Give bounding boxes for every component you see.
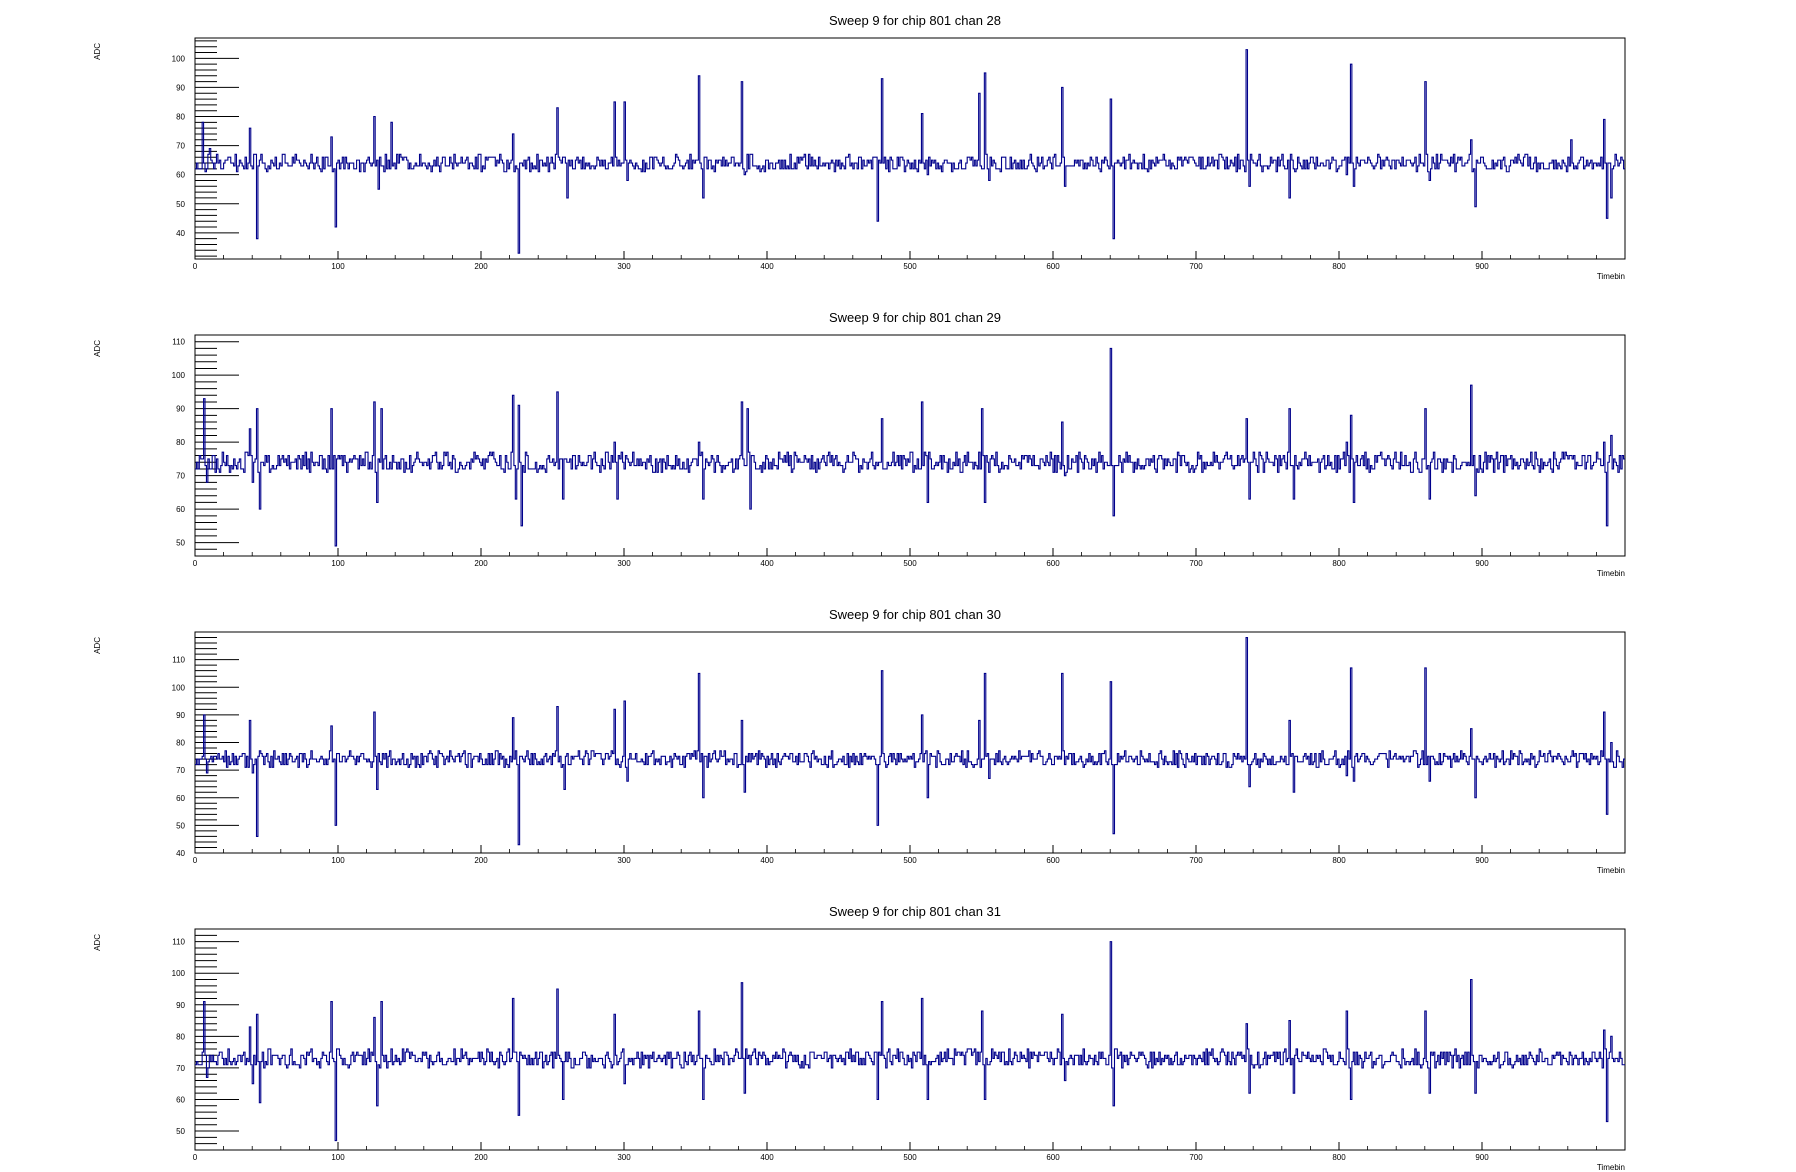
x-tick-label: 0	[193, 1153, 198, 1162]
y-tick-label: 50	[176, 539, 185, 548]
y-axis-label: ADC	[93, 637, 102, 654]
x-tick-label: 0	[193, 559, 198, 568]
y-tick-label: 110	[172, 938, 185, 947]
x-tick-label: 100	[331, 262, 345, 271]
x-tick-label: 300	[617, 262, 631, 271]
y-tick-label: 70	[176, 1064, 185, 1073]
x-tick-label: 600	[1046, 559, 1060, 568]
plot-frame	[194, 334, 1626, 557]
x-tick-label: 200	[474, 1153, 488, 1162]
x-tick-label: 400	[760, 1153, 774, 1162]
y-tick-label: 80	[176, 739, 185, 748]
x-tick-label: 800	[1332, 262, 1346, 271]
chart-title: Sweep 9 for chip 801 chan 28	[829, 13, 1001, 28]
y-tick-label: 50	[176, 1127, 185, 1136]
plot-frame	[194, 631, 1626, 854]
chart-panel-3: Sweep 9 for chip 801 chan 31 ADC Timebin 0 1…	[93, 904, 1626, 1172]
x-tick-label: 100	[331, 856, 345, 865]
x-tick-label: 200	[474, 856, 488, 865]
plot-frame	[194, 37, 1626, 260]
x-tick-label: 700	[1189, 262, 1203, 271]
x-axis-label: Timebin	[1597, 1163, 1625, 1172]
y-tick-label: 60	[176, 794, 185, 803]
y-tick-label: 110	[172, 656, 185, 665]
x-tick-label: 400	[760, 559, 774, 568]
y-tick-label: 100	[172, 683, 186, 692]
series-line	[195, 49, 1625, 254]
chart-panel-2: Sweep 9 for chip 801 chan 30 ADC Timebin 0 1…	[93, 607, 1626, 875]
x-axis-label: Timebin	[1597, 272, 1625, 281]
x-tick-label: 900	[1475, 856, 1489, 865]
x-tick-label: 200	[474, 262, 488, 271]
x-tick-label: 0	[193, 856, 198, 865]
x-tick-label: 300	[617, 856, 631, 865]
y-tick-label: 100	[172, 54, 186, 63]
y-tick-label: 90	[176, 1001, 185, 1010]
y-tick-label: 100	[172, 371, 186, 380]
x-tick-label: 100	[331, 1153, 345, 1162]
x-tick-label: 700	[1189, 856, 1203, 865]
y-tick-label: 70	[176, 472, 185, 481]
x-tick-label: 600	[1046, 262, 1060, 271]
plot-frame	[194, 928, 1626, 1151]
x-tick-label: 800	[1332, 1153, 1346, 1162]
series-line	[195, 347, 1625, 547]
y-tick-label: 80	[176, 113, 185, 122]
x-tick-label: 500	[903, 559, 917, 568]
y-axis-label: ADC	[93, 340, 102, 357]
x-tick-label: 400	[760, 856, 774, 865]
x-tick-label: 500	[903, 262, 917, 271]
x-axis-label: Timebin	[1597, 866, 1625, 875]
x-tick-label: 900	[1475, 1153, 1489, 1162]
x-tick-label: 300	[617, 559, 631, 568]
x-tick-label: 600	[1046, 856, 1060, 865]
chart-panel-1: Sweep 9 for chip 801 chan 29 ADC Timebin 0 1…	[93, 310, 1626, 578]
y-tick-label: 40	[176, 849, 185, 858]
y-tick-label: 70	[176, 766, 185, 775]
y-tick-label: 80	[176, 438, 185, 447]
y-axis-label: ADC	[93, 43, 102, 60]
x-tick-label: 400	[760, 262, 774, 271]
y-tick-label: 40	[176, 229, 185, 238]
chart-title: Sweep 9 for chip 801 chan 31	[829, 904, 1001, 919]
chart-title: Sweep 9 for chip 801 chan 30	[829, 607, 1001, 622]
chart-title: Sweep 9 for chip 801 chan 29	[829, 310, 1001, 325]
x-tick-label: 300	[617, 1153, 631, 1162]
y-tick-label: 90	[176, 83, 185, 92]
y-tick-label: 50	[176, 821, 185, 830]
series-line	[195, 636, 1625, 846]
y-tick-label: 90	[176, 405, 185, 414]
x-tick-label: 100	[331, 559, 345, 568]
y-tick-label: 110	[172, 338, 185, 347]
x-axis-label: Timebin	[1597, 569, 1625, 578]
x-tick-label: 200	[474, 559, 488, 568]
y-tick-label: 90	[176, 711, 185, 720]
x-tick-label: 500	[903, 856, 917, 865]
x-tick-label: 600	[1046, 1153, 1060, 1162]
x-tick-label: 800	[1332, 559, 1346, 568]
y-tick-label: 100	[172, 969, 186, 978]
y-tick-label: 60	[176, 171, 185, 180]
x-tick-label: 900	[1475, 262, 1489, 271]
x-tick-label: 800	[1332, 856, 1346, 865]
series-line	[195, 941, 1625, 1142]
x-tick-label: 700	[1189, 1153, 1203, 1162]
chart-panel-0: Sweep 9 for chip 801 chan 28 ADC Timebin 0 1…	[93, 13, 1626, 281]
x-tick-label: 500	[903, 1153, 917, 1162]
y-tick-label: 80	[176, 1032, 185, 1041]
y-tick-label: 60	[176, 1095, 185, 1104]
x-tick-label: 0	[193, 262, 198, 271]
y-tick-label: 70	[176, 142, 185, 151]
x-tick-label: 700	[1189, 559, 1203, 568]
y-tick-label: 60	[176, 505, 185, 514]
y-axis-label: ADC	[93, 934, 102, 951]
y-tick-label: 50	[176, 200, 185, 209]
x-tick-label: 900	[1475, 559, 1489, 568]
